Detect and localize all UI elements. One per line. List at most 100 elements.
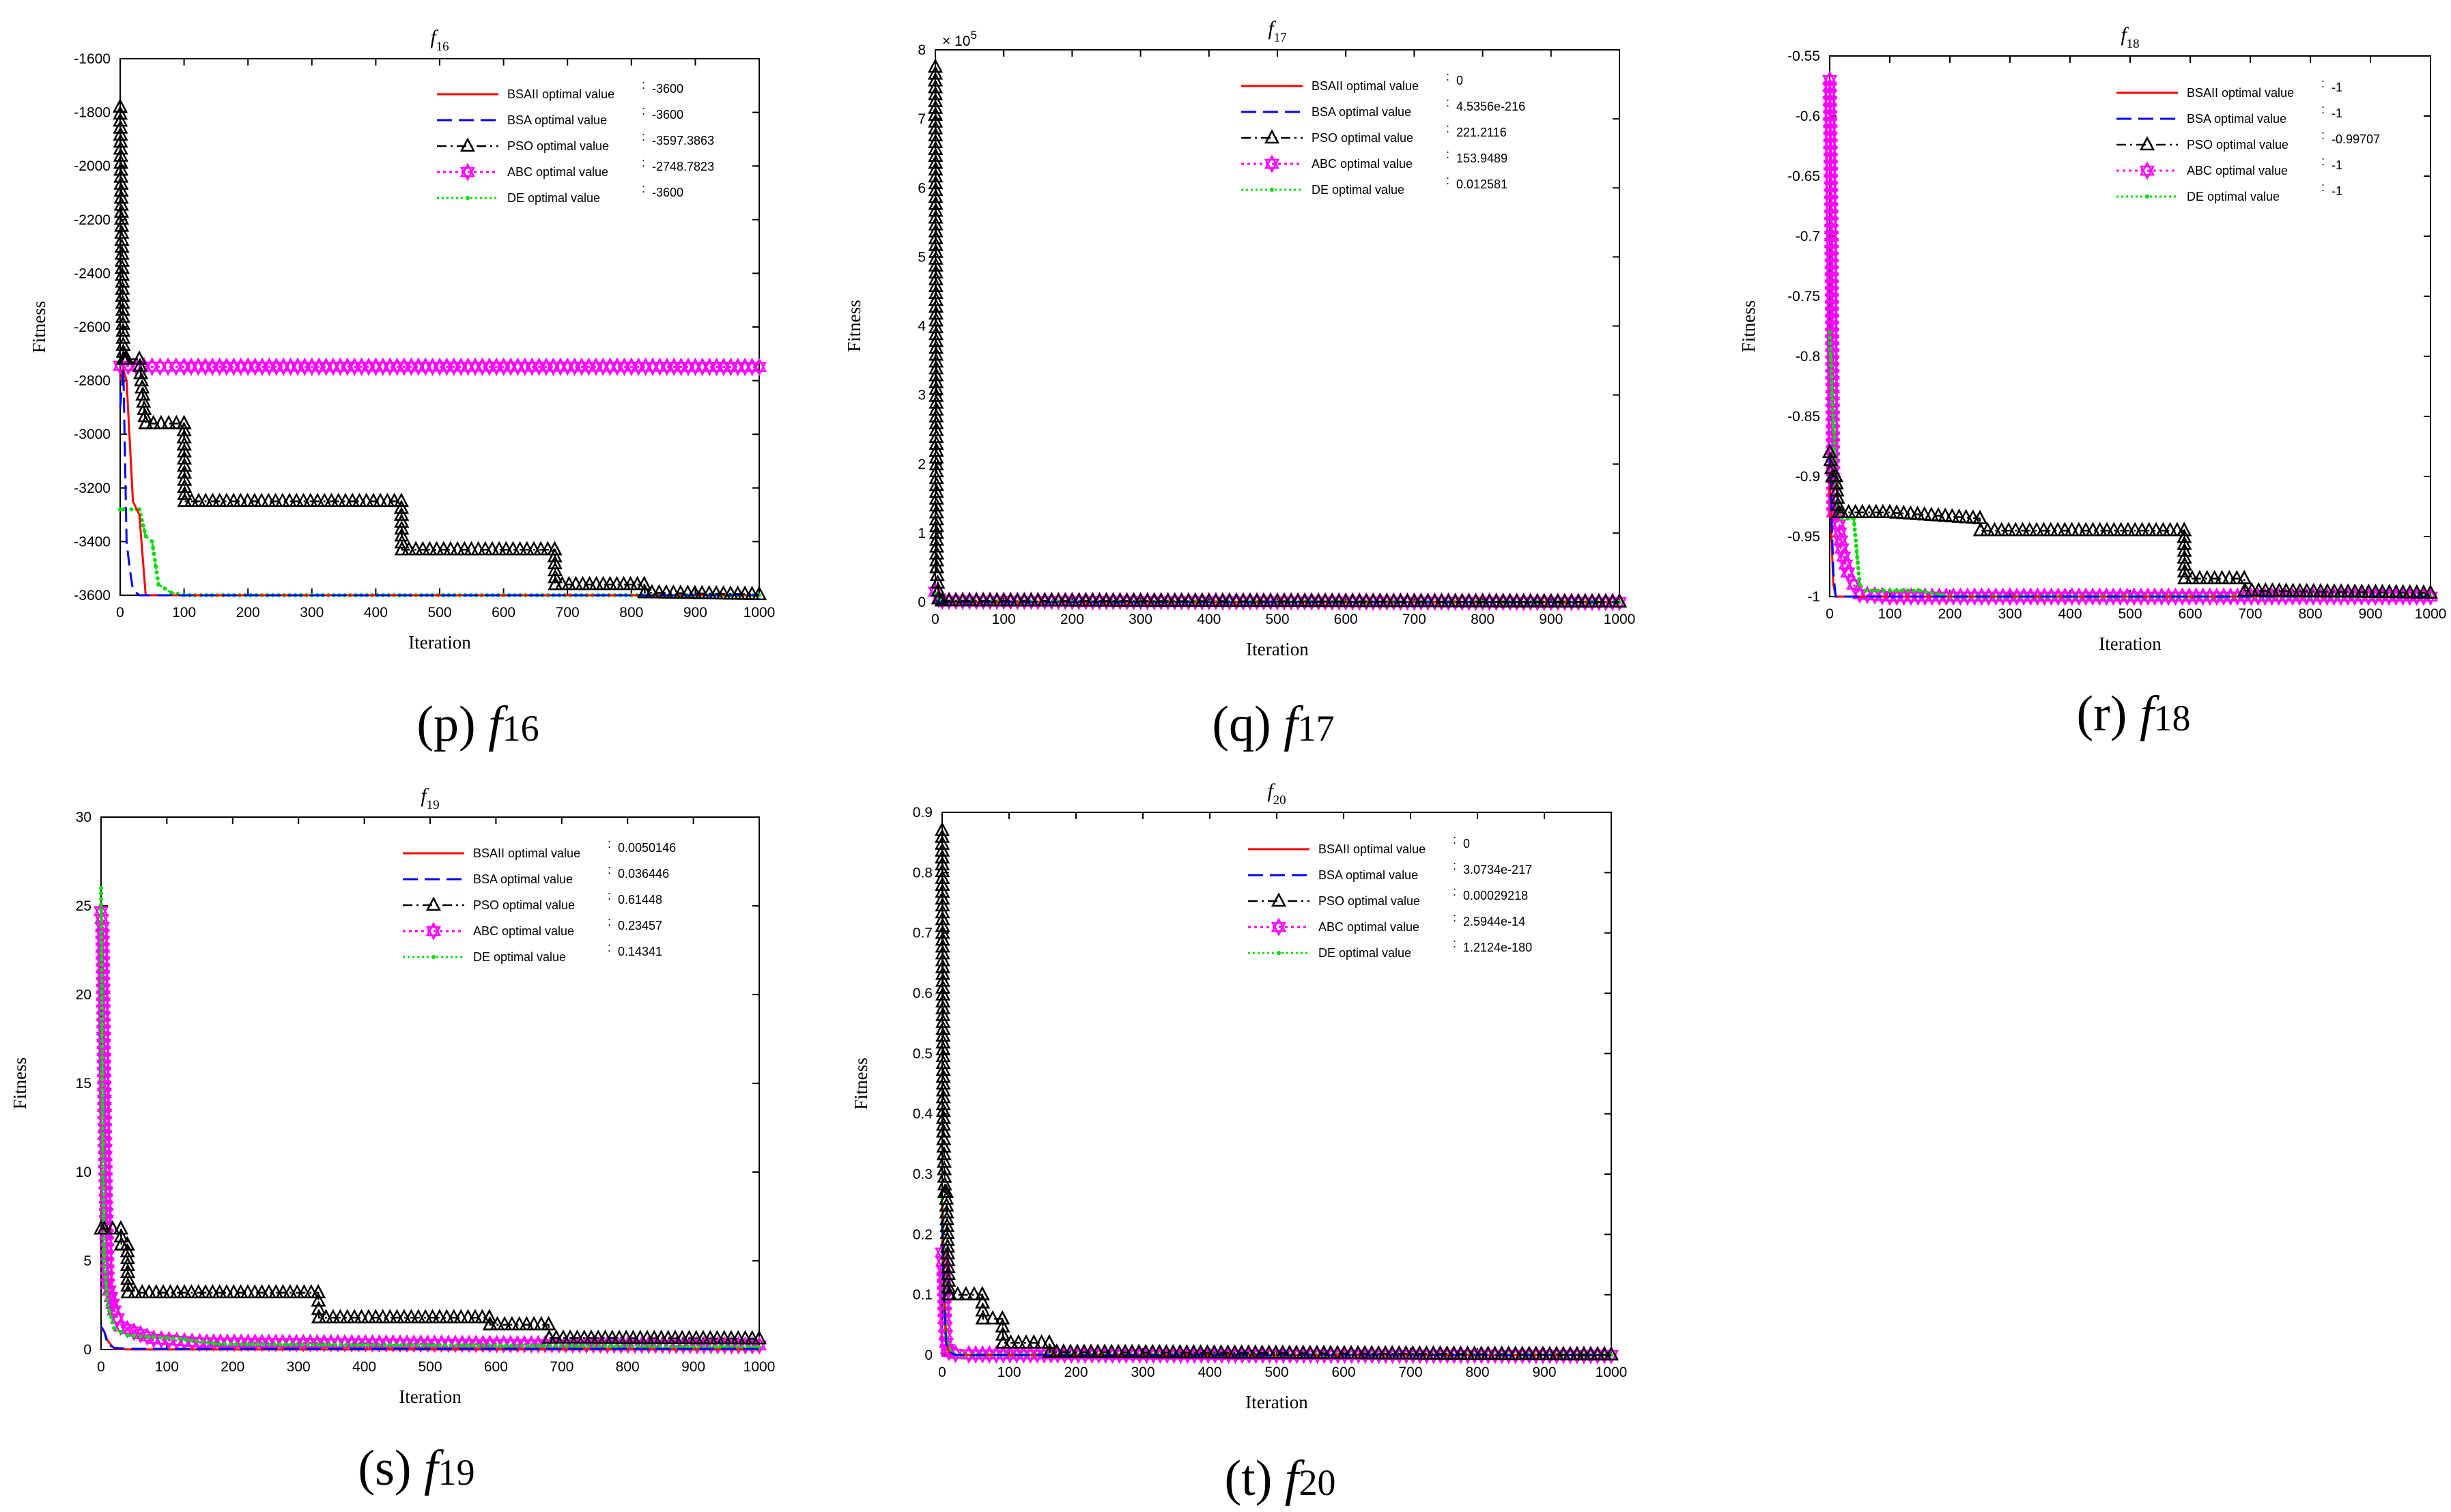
marker-DE	[104, 1292, 109, 1296]
y-tick-label: 6	[918, 180, 926, 196]
y-tick-label: -3000	[74, 427, 111, 442]
marker-PSO	[928, 195, 944, 210]
marker-PSO	[394, 534, 410, 549]
marker-DE	[152, 1335, 156, 1339]
marker-PSO	[929, 401, 944, 416]
marker-DE	[388, 1343, 393, 1347]
x-tick-label: 900	[1532, 1365, 1556, 1380]
marker-ABC	[96, 1070, 112, 1084]
marker-DE	[118, 507, 122, 512]
marker-DE	[289, 1342, 294, 1347]
marker-DE	[99, 891, 104, 896]
marker-PSO	[115, 315, 131, 330]
marker-DE	[178, 1337, 182, 1341]
marker-PSO	[730, 585, 746, 600]
marker-DE	[316, 1342, 321, 1347]
marker-PSO	[929, 367, 944, 382]
marker-PSO	[119, 1236, 135, 1251]
marker-PSO	[995, 1326, 1010, 1341]
marker-DE	[104, 1281, 109, 1285]
chart-panel-r: 0 100 200 300 400 500 600 700 800 900 1000 -0.55 -0.…	[1738, 23, 2446, 742]
marker-PSO	[935, 883, 950, 898]
chart-panel-p: 0 100 200 300 400 500 600 700 800 900 1000 -1600 -18…	[29, 26, 775, 752]
x-tick-label: 400	[2058, 606, 2082, 622]
series-line-ABC	[119, 365, 760, 369]
legend-colon: :	[2321, 180, 2325, 194]
marker-PSO	[751, 1330, 767, 1345]
marker-DE	[377, 1343, 382, 1347]
marker-DE	[537, 1343, 541, 1348]
marker-DE	[100, 1110, 105, 1114]
x-axis-label: Iteration	[408, 632, 471, 653]
marker-PSO	[177, 485, 193, 500]
marker-DE	[100, 1044, 104, 1049]
marker-DE	[1832, 446, 1837, 451]
marker-ABC-b	[96, 1004, 111, 1019]
marker-ABC-b	[1824, 286, 1840, 301]
marker-DE	[553, 1343, 558, 1348]
marker-PSO	[935, 856, 950, 870]
marker-DE	[360, 1343, 365, 1347]
marker-DE	[121, 507, 126, 512]
marker-DE	[675, 1344, 679, 1349]
marker-PSO	[928, 119, 944, 134]
marker-PSO	[940, 1251, 956, 1266]
marker-PSO	[975, 1310, 991, 1325]
marker-PSO	[929, 394, 944, 409]
marker-PSO	[928, 305, 944, 320]
marker-ABC-b	[1824, 231, 1839, 246]
marker-PSO	[115, 336, 131, 351]
marker-PSO	[929, 558, 945, 573]
x-tick-label: 300	[1131, 1365, 1154, 1380]
legend-label-BSAII: BSAII optimal value	[473, 846, 580, 860]
legend-marker-ABC-b	[1271, 922, 1287, 937]
marker-PSO	[935, 1020, 951, 1035]
marker-PSO	[929, 524, 944, 539]
x-tick-label: 800	[619, 605, 643, 621]
panel-caption-sub: 17	[1298, 708, 1335, 749]
legend-value-DE: 0.14341	[618, 945, 662, 958]
marker-PSO	[169, 414, 184, 429]
marker-DE	[143, 534, 148, 539]
y-tick-label: 8	[918, 42, 926, 58]
marker-DE	[101, 1186, 106, 1191]
legend-marker-ABC	[1271, 917, 1287, 932]
marker-DE	[647, 1344, 651, 1349]
marker-PSO	[482, 1315, 498, 1330]
legend-colon: :	[608, 863, 611, 876]
x-tick-label: 100	[992, 612, 1016, 627]
marker-DE	[1854, 538, 1858, 543]
marker-PSO	[935, 1034, 951, 1049]
marker-PSO	[934, 828, 950, 843]
marker-ABC	[1824, 282, 1840, 297]
legend-marker-ABC	[1264, 154, 1280, 169]
x-tick-label: 0	[938, 1365, 946, 1380]
chart-title: f20	[1267, 780, 1286, 808]
y-tick-label: 0.1	[913, 1287, 933, 1303]
marker-DE	[1830, 402, 1835, 407]
marker-DE	[1830, 380, 1834, 384]
marker-PSO	[929, 476, 944, 491]
marker-ABC-b	[1824, 252, 1839, 267]
marker-ABC	[1824, 247, 1839, 262]
marker-PSO	[132, 350, 147, 365]
x-tick-label: 800	[2298, 606, 2322, 622]
marker-PSO	[114, 245, 130, 260]
series-BSA	[935, 599, 1619, 603]
marker-PSO	[931, 590, 947, 605]
marker-ABC-b	[1824, 293, 1840, 308]
marker-DE	[1936, 592, 1940, 597]
marker-DE	[100, 1088, 105, 1092]
marker-PSO	[935, 1096, 951, 1111]
marker-DE	[100, 1083, 105, 1087]
series-BSAII	[1828, 476, 2431, 598]
legend-value-BSAII: 0.0050146	[618, 841, 676, 855]
marker-PSO	[928, 209, 944, 224]
marker-PSO	[939, 1231, 955, 1246]
panel-caption: (p) f16	[416, 696, 539, 752]
marker-DE	[1888, 588, 1892, 593]
marker-DE	[327, 1343, 332, 1347]
marker-PSO	[136, 393, 152, 408]
marker-DE	[338, 1343, 343, 1347]
